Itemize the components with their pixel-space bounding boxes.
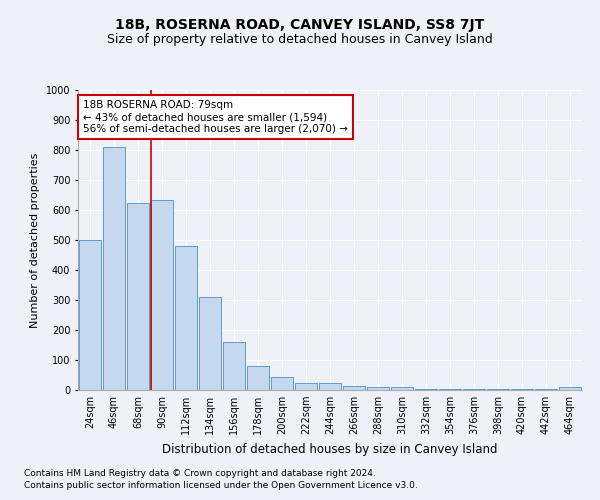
Bar [175,246,197,390]
Bar [319,384,341,390]
Bar [559,387,581,390]
X-axis label: Distribution of detached houses by size in Canvey Island: Distribution of detached houses by size … [162,442,498,456]
Bar [439,388,461,390]
Text: Contains HM Land Registry data © Crown copyright and database right 2024.: Contains HM Land Registry data © Crown c… [24,468,376,477]
Bar [127,202,149,390]
Bar [391,387,413,390]
Bar [151,200,173,390]
Bar [199,297,221,390]
Bar [367,387,389,390]
Text: 18B, ROSERNA ROAD, CANVEY ISLAND, SS8 7JT: 18B, ROSERNA ROAD, CANVEY ISLAND, SS8 7J… [115,18,485,32]
Bar [79,240,101,390]
Bar [247,366,269,390]
Bar [103,147,125,390]
Bar [223,342,245,390]
Bar [271,377,293,390]
Bar [295,384,317,390]
Text: 18B ROSERNA ROAD: 79sqm
← 43% of detached houses are smaller (1,594)
56% of semi: 18B ROSERNA ROAD: 79sqm ← 43% of detache… [83,100,348,134]
Text: Size of property relative to detached houses in Canvey Island: Size of property relative to detached ho… [107,32,493,46]
Bar [343,386,365,390]
Text: Contains public sector information licensed under the Open Government Licence v3: Contains public sector information licen… [24,481,418,490]
Bar [415,388,437,390]
Y-axis label: Number of detached properties: Number of detached properties [31,152,40,328]
